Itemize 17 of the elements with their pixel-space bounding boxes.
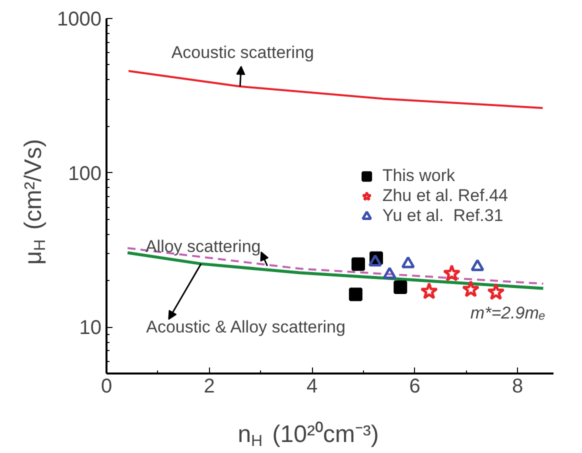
legend-label: This work bbox=[382, 166, 456, 186]
annotation: Acoustic scattering bbox=[171, 42, 314, 62]
y-axis-title: μH (cm²/Vs) bbox=[20, 139, 49, 265]
x-tick-label: 6 bbox=[409, 376, 420, 398]
x-tick-label: 8 bbox=[512, 376, 524, 398]
x-tick-label: 4 bbox=[306, 376, 318, 398]
y-tick-label: 10 bbox=[79, 317, 102, 340]
legend-label: Zhu et al. Ref.44 bbox=[382, 186, 508, 206]
y-tick-label: 100 bbox=[68, 162, 102, 185]
y-tick-label: 1000 bbox=[57, 8, 102, 30]
x-tick-label: 2 bbox=[204, 376, 215, 398]
annotation: Acoustic & Alloy scattering bbox=[146, 318, 346, 337]
annotation: m*=2.9mₑ bbox=[470, 304, 546, 323]
annotation: Alloy scattering bbox=[145, 237, 261, 256]
legend-label: Yu et al. Ref.31 bbox=[382, 206, 504, 226]
x-tick-label: 0 bbox=[100, 376, 112, 398]
line-series bbox=[128, 70, 544, 109]
